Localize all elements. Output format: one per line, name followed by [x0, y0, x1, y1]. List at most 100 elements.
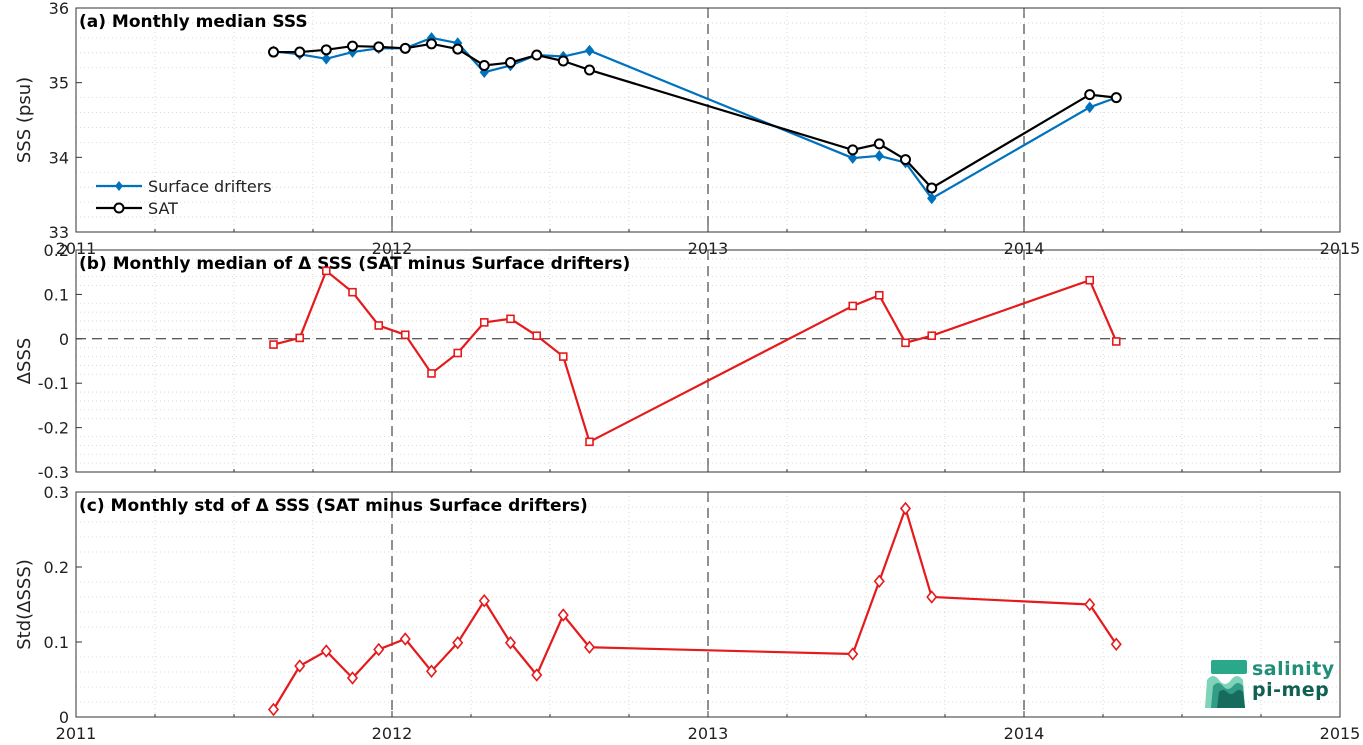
y-tick-label: 0	[59, 330, 69, 349]
panel-title: (c) Monthly std of Δ SSS (SAT minus Surf…	[79, 496, 588, 516]
x-tick-label: 2012	[372, 724, 413, 743]
data-point	[453, 348, 463, 358]
data-point	[399, 632, 411, 646]
data-point	[427, 369, 436, 378]
data-point	[531, 668, 543, 682]
data-point	[927, 331, 937, 340]
x-tick-label: 2011	[56, 239, 97, 258]
panel-title: (b) Monthly median of Δ SSS (SAT minus S…	[79, 254, 630, 274]
data-point	[874, 290, 884, 300]
data-point	[558, 352, 568, 361]
data-point	[269, 340, 278, 349]
y-tick-label: 35	[49, 74, 69, 93]
legend-label: Surface drifters	[148, 177, 272, 196]
series-line	[273, 42, 1117, 190]
data-point	[452, 43, 464, 55]
data-point	[346, 671, 359, 685]
data-point	[347, 40, 358, 52]
data-point	[374, 321, 384, 330]
data-point	[295, 333, 305, 343]
data-point	[584, 44, 595, 57]
data-point	[927, 192, 937, 205]
legend-marker	[113, 202, 125, 214]
series-line	[273, 269, 1118, 444]
series-line	[272, 504, 1118, 711]
data-point	[504, 635, 517, 650]
panel-3: 0 0.1 0.2 0.3 2011 2012 2013 2014 2015 Std(ΔSSS) (…	[14, 483, 1360, 743]
data-point	[847, 647, 859, 661]
data-point	[1110, 637, 1122, 652]
y-tick-label: -0.3	[38, 463, 69, 482]
data-point	[873, 574, 885, 589]
data-point	[478, 59, 490, 71]
data-point	[399, 42, 411, 54]
y-axis-label: ΔSSS	[14, 338, 35, 385]
data-point	[1111, 337, 1121, 346]
data-point	[584, 64, 595, 76]
data-point	[400, 330, 410, 340]
data-point	[505, 57, 516, 69]
data-point	[926, 590, 938, 604]
data-point	[426, 38, 437, 50]
y-tick-label: 0.1	[44, 633, 69, 652]
y-axis-label: SSS (psu)	[14, 77, 35, 163]
y-tick-label: 0	[59, 708, 69, 727]
data-point	[321, 266, 331, 276]
data-point	[532, 331, 542, 340]
data-point	[321, 52, 331, 65]
y-tick-label: 33	[49, 223, 69, 242]
y-tick-label: 0.3	[44, 483, 69, 502]
x-tick-label: 2013	[688, 724, 729, 743]
data-point	[848, 301, 858, 311]
data-point	[1084, 89, 1096, 101]
data-point	[506, 314, 515, 324]
data-point	[1110, 92, 1122, 104]
data-point	[294, 46, 306, 58]
data-point	[452, 635, 464, 650]
data-point	[320, 44, 332, 56]
x-tick-label: 2015	[1320, 724, 1361, 743]
panel-1: 33 34 35 36 2011 2012 2013 2014 2015 SSS (psu) (a)…	[14, 0, 1360, 258]
data-point	[583, 640, 596, 655]
data-point	[531, 49, 543, 61]
data-point	[1085, 275, 1095, 285]
x-tick-label: 2013	[688, 239, 729, 258]
x-tick-label: 2014	[1004, 239, 1045, 258]
salinity-pi-mep-logo: salinity pi-mep	[1205, 658, 1340, 708]
logo-text-line2: pi-mep	[1252, 679, 1330, 701]
series-line	[273, 36, 1117, 200]
y-tick-label: 36	[49, 0, 69, 18]
legend-marker	[115, 181, 123, 191]
data-point	[874, 150, 884, 162]
data-point	[478, 593, 490, 608]
data-point	[294, 659, 306, 673]
data-point	[479, 318, 489, 327]
data-point	[899, 501, 912, 516]
data-point	[926, 182, 938, 194]
data-point	[425, 664, 438, 679]
x-tick-label: 2012	[372, 239, 413, 258]
data-point	[873, 138, 885, 150]
data-point	[557, 55, 569, 67]
x-tick-label: 2011	[56, 724, 97, 743]
y-tick-label: 0.1	[44, 285, 69, 304]
panel-title: (a) Monthly median SSS	[79, 12, 308, 32]
x-tick-label: 2015	[1320, 239, 1361, 258]
data-point	[1084, 597, 1096, 612]
y-tick-label: 34	[49, 148, 69, 167]
legend-entry: Surface drifters	[96, 177, 272, 196]
data-point	[847, 144, 859, 156]
data-point	[585, 437, 594, 447]
data-point	[373, 642, 385, 657]
data-point	[320, 644, 332, 658]
data-point	[373, 41, 385, 53]
data-point	[557, 608, 569, 622]
panel-2: -0.3 -0.2 -0.1 0 0.1 0.2 ΔSSS (b) Monthly media…	[14, 241, 1341, 482]
y-tick-label: -0.2	[38, 419, 69, 438]
y-tick-label: -0.1	[38, 374, 69, 393]
legend-label: SAT	[148, 199, 178, 218]
y-axis-label: Std(ΔSSS)	[14, 559, 35, 650]
data-point	[267, 702, 280, 717]
data-point	[268, 46, 279, 58]
